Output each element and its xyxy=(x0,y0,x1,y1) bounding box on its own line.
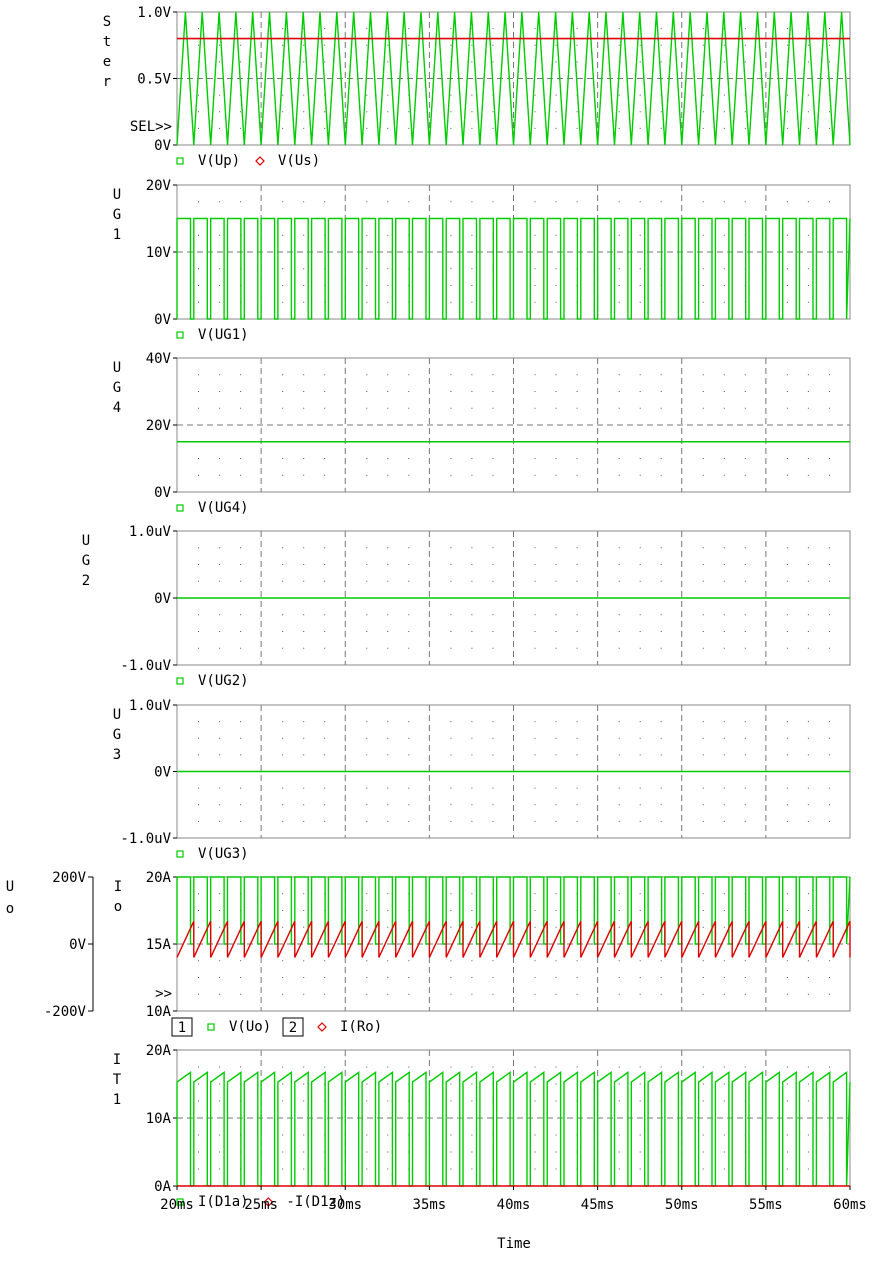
legend-square-icon xyxy=(176,331,184,339)
legend-label: -I(D1z) xyxy=(286,1194,345,1210)
y-axis-label: r xyxy=(103,74,111,90)
y-tick-label: 1.0V xyxy=(137,5,171,21)
panel-3: 0V 20V 40V UG 4 V(UG4) xyxy=(113,351,851,516)
panel-6: 10A 15A 20A Io -200V 0V 200V Uo >> 1 V(Uo) 2 I(Ro) xyxy=(6,870,851,1037)
x-tick-label: 25ms xyxy=(244,1197,278,1213)
y-axis-label: 1 xyxy=(113,227,121,243)
grid-dots xyxy=(198,374,830,476)
legend-square-icon xyxy=(176,677,184,685)
y-axis-label: o xyxy=(114,899,122,915)
panel-7: 0A 10A 20A IT 1 I(D1a) -I(D1z) xyxy=(113,1043,851,1210)
panel-4: -1.0uV 0V 1.0uV UG 2 V(UG2) xyxy=(82,524,851,689)
y-axis-label: 4 xyxy=(113,400,121,416)
y-tick-label: 20V xyxy=(146,418,172,434)
legend-label: V(UG4) xyxy=(198,500,249,516)
x-tick-label: 60ms xyxy=(833,1197,867,1213)
y-axis-label: U xyxy=(113,707,121,723)
legend-square-icon xyxy=(207,1023,215,1031)
series-line-V(Up) xyxy=(176,11,851,146)
selection-marker: >> xyxy=(155,986,172,1002)
y-tick-label: 0V xyxy=(154,485,171,501)
x-tick-label: 30ms xyxy=(328,1197,362,1213)
y-tick-label: 0V xyxy=(154,312,171,328)
legend-label: V(UG3) xyxy=(198,846,249,862)
outer-y-axis-label: U xyxy=(6,879,14,895)
y-axis-label: U xyxy=(82,533,90,549)
legend-label: V(Us) xyxy=(278,153,320,169)
outer-y-tick-label: 200V xyxy=(52,870,86,886)
legend-square-icon xyxy=(176,1198,184,1206)
x-tick-label: 40ms xyxy=(497,1197,531,1213)
legend-label: V(Up) xyxy=(198,153,240,169)
y-axis-label: e xyxy=(103,54,111,70)
y-tick-label: 0V xyxy=(154,591,171,607)
y-axis-label: t xyxy=(103,34,111,50)
legend-axis-box xyxy=(282,1017,304,1037)
y-tick-label: 10V xyxy=(146,245,172,261)
legend-axis-number: 1 xyxy=(178,1020,186,1036)
y-axis-label: 3 xyxy=(113,747,121,763)
legend-label: V(Uo) xyxy=(229,1019,271,1035)
legend-square-icon xyxy=(176,850,184,858)
y-axis-label: U xyxy=(113,360,121,376)
series-line-I(Ro) xyxy=(176,920,851,958)
selection-marker: SEL>> xyxy=(130,119,172,135)
y-tick-label: 0.5V xyxy=(137,72,171,88)
x-tick-label: 50ms xyxy=(665,1197,699,1213)
y-tick-label: 20A xyxy=(146,870,172,886)
y-tick-label: 10A xyxy=(146,1004,172,1020)
legend-label: V(UG2) xyxy=(198,673,249,689)
y-tick-label: 20V xyxy=(146,178,172,194)
y-tick-label: 1.0uV xyxy=(129,698,172,714)
outer-y-axis-label: o xyxy=(6,901,14,917)
y-axis-label: G xyxy=(113,380,121,396)
x-tick-label: 55ms xyxy=(749,1197,783,1213)
y-tick-label: 0A xyxy=(154,1179,171,1195)
legend-diamond-icon xyxy=(317,1022,327,1032)
y-tick-label: 10A xyxy=(146,1111,172,1127)
panel-5: -1.0uV 0V 1.0uV UG 3 V(UG3) xyxy=(113,698,851,862)
legend-label: I(D1a) xyxy=(198,1194,249,1210)
y-tick-label: 15A xyxy=(146,937,172,953)
series-line-V(UG1) xyxy=(176,217,851,320)
y-tick-label: 0V xyxy=(154,138,171,154)
x-tick-label: 35ms xyxy=(413,1197,447,1213)
legend-label: I(Ro) xyxy=(340,1019,382,1035)
y-tick-label: 0V xyxy=(154,765,171,781)
y-axis-label: I xyxy=(114,879,122,895)
y-axis-label: U xyxy=(113,187,121,203)
legend-diamond-icon xyxy=(263,1197,274,1207)
x-tick-label: 45ms xyxy=(581,1197,615,1213)
legend-axis-number: 2 xyxy=(289,1020,297,1036)
legend-square-icon xyxy=(176,504,184,512)
y-axis-label: 2 xyxy=(82,573,90,589)
outer-y-tick-label: 0V xyxy=(69,937,86,953)
legend-axis-box xyxy=(171,1017,193,1037)
y-axis-label: G xyxy=(113,727,121,743)
y-axis-label: T xyxy=(113,1072,122,1088)
legend-square-icon xyxy=(176,157,184,165)
y-axis-label: S xyxy=(103,14,111,30)
y-tick-label: 20A xyxy=(146,1043,172,1059)
grid-dots xyxy=(198,547,830,649)
x-axis-title: Time xyxy=(497,1236,531,1252)
y-tick-label: 40V xyxy=(146,351,172,367)
y-axis-label: G xyxy=(113,207,121,223)
y-tick-label: -1.0uV xyxy=(120,658,171,674)
y-tick-label: -1.0uV xyxy=(120,831,171,847)
legend-diamond-icon xyxy=(255,156,265,166)
y-tick-label: 1.0uV xyxy=(129,524,172,540)
y-axis-label: G xyxy=(82,553,90,569)
outer-y-tick-label: -200V xyxy=(44,1004,87,1020)
x-tick-label: 20ms xyxy=(160,1197,194,1213)
y-axis-label: I xyxy=(113,1052,121,1068)
grid-dots xyxy=(198,721,830,822)
y-axis-label: 1 xyxy=(113,1092,121,1108)
panel-2: 0V 10V 20V UG 1 V(UG1) xyxy=(113,178,851,343)
legend-label: V(UG1) xyxy=(198,327,249,343)
series-line-I(D1a) xyxy=(176,1071,851,1187)
